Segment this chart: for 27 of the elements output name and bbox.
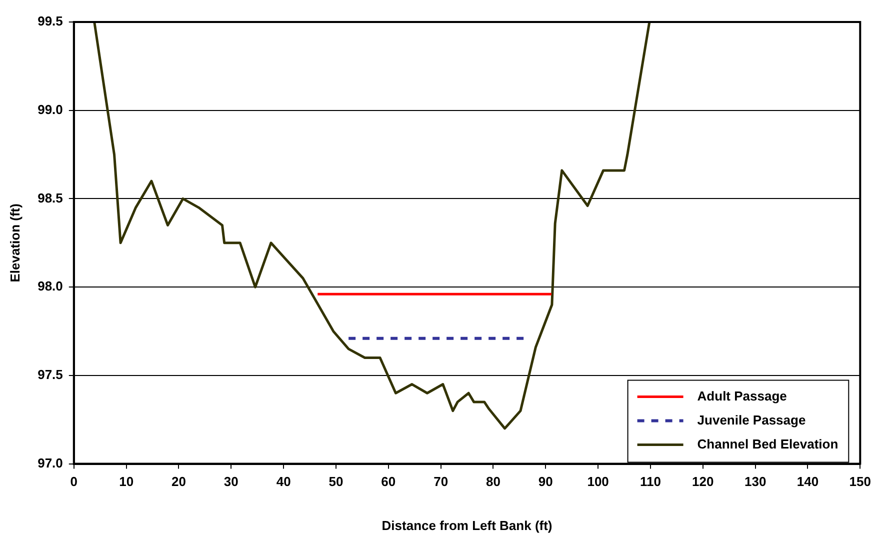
y-tick-label: 97.0 <box>38 455 63 470</box>
x-tick-label: 120 <box>692 474 714 490</box>
y-tick-label: 98.0 <box>38 278 63 294</box>
x-tick-label: 10 <box>119 474 134 490</box>
x-tick-label: 150 <box>849 474 872 490</box>
x-tick-label: 140 <box>796 474 819 490</box>
x-tick-label: 70 <box>434 474 448 490</box>
y-axis-title: Elevation (ft) <box>7 204 22 282</box>
y-tick-label: 97.5 <box>38 367 63 382</box>
y-tick-label: 98.5 <box>38 190 63 206</box>
x-tick-label: 100 <box>587 474 609 490</box>
legend-label: Juvenile Passage <box>697 412 806 428</box>
y-tick-label: 99.0 <box>38 102 63 117</box>
x-tick-label: 0 <box>70 474 78 490</box>
x-axis-title: Distance from Left Bank (ft) <box>382 518 552 533</box>
x-tick-label: 50 <box>328 474 344 490</box>
x-tick-label: 30 <box>224 474 238 490</box>
x-tick-label: 130 <box>744 474 766 490</box>
x-tick-label: 80 <box>486 474 500 490</box>
x-tick-label: 110 <box>640 474 661 490</box>
x-tick-label: 60 <box>381 474 396 490</box>
y-tick-label: 99.5 <box>38 14 63 29</box>
x-tick-label: 90 <box>538 474 553 490</box>
legend-label: Adult Passage <box>697 388 787 404</box>
x-tick-label: 20 <box>172 474 186 490</box>
x-tick-label: 40 <box>276 474 291 490</box>
legend-label: Channel Bed Elevation <box>697 436 838 452</box>
